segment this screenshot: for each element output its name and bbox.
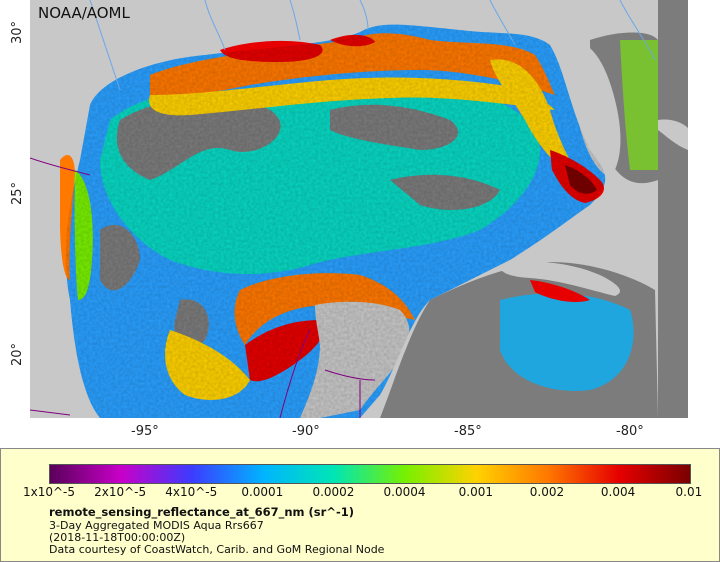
legend-title: remote_sensing_reflectance_at_667_nm (sr…	[49, 505, 354, 519]
latitude-tick-label: 25°	[10, 181, 25, 205]
legend-source: 3-Day Aggregated MODIS Aqua Rrs667	[49, 519, 264, 532]
texas-coast	[60, 155, 75, 280]
water-texture	[65, 24, 606, 418]
legend-panel: remote_sensing_reflectance_at_667_nm (sr…	[0, 448, 720, 562]
borders	[30, 157, 376, 418]
florida-land	[569, 40, 621, 178]
map-area[interactable]: NOAA/AOML	[30, 0, 688, 418]
longitude-tick-label: -95°	[131, 424, 159, 439]
colorbar-tick-label: 0.004	[600, 485, 636, 499]
latitude-tick-label: 30°	[10, 20, 25, 44]
colorbar-tick-label: 0.0001	[241, 485, 284, 499]
bahamas-land	[658, 119, 688, 150]
far-east-no-data	[658, 0, 688, 418]
colorbar-tick-label: 2x10^-5	[94, 485, 147, 499]
latitude-tick-label: 20°	[10, 342, 25, 366]
longitude-tick-label: -85°	[454, 424, 482, 439]
colorbar-tick-label: 1x10^-5	[23, 485, 76, 499]
rivers	[89, 0, 656, 91]
colorbar-tick-label: 0.001	[458, 485, 494, 499]
map-image	[30, 0, 688, 418]
colorbar-tick-label: 0.0002	[312, 485, 355, 499]
credit-label: NOAA/AOML	[38, 4, 130, 22]
atlantic-color	[620, 40, 658, 170]
colorbar-tick-label: 0.01	[675, 485, 703, 499]
cuba-land	[499, 261, 620, 296]
colorbar	[49, 464, 691, 484]
colorbar-tick-label: 0.002	[529, 485, 565, 499]
caribbean-color	[500, 293, 634, 391]
legend-courtesy: Data courtesy of CoastWatch, Carib. and …	[49, 543, 385, 556]
longitude-tick-label: -80°	[616, 424, 644, 439]
legend-date: (2018-11-18T00:00:00Z)	[49, 531, 186, 544]
cuba-south-red	[530, 280, 590, 303]
colorbar-tick-label: 0.0004	[383, 485, 426, 499]
longitude-tick-label: -90°	[292, 424, 320, 439]
colorbar-tick-label: 4x10^-5	[165, 485, 218, 499]
